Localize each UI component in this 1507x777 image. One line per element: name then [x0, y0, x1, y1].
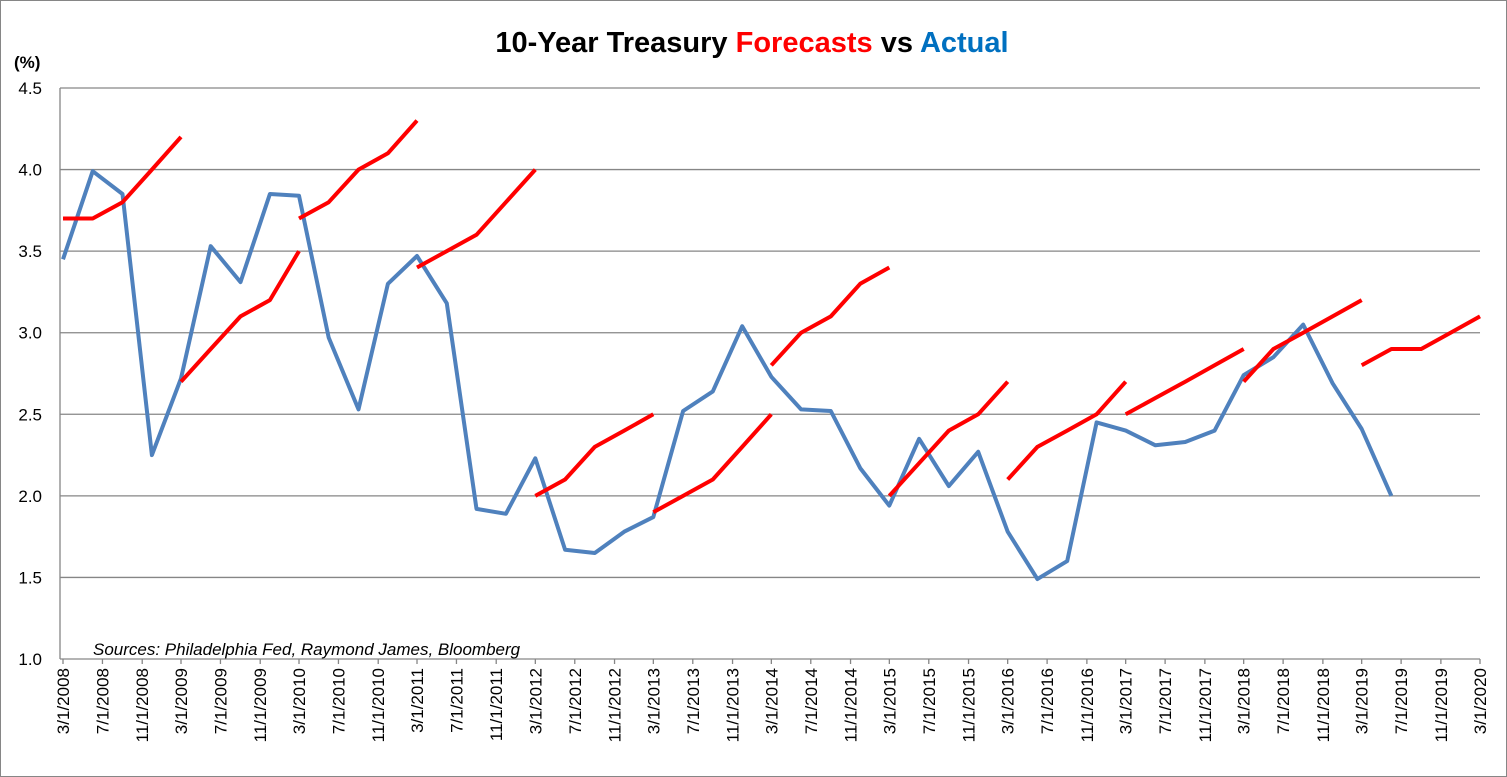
x-tick-label: 3/1/2011: [408, 668, 427, 733]
x-tick-label: 11/1/2019: [1432, 668, 1451, 742]
chart-title: 10-Year Treasury Forecasts vs Actual: [495, 27, 1008, 59]
x-tick-label: 3/1/2020: [1471, 668, 1490, 734]
x-tick-label: 11/1/2015: [960, 668, 979, 742]
x-tick-label: 3/1/2014: [762, 668, 781, 734]
line-series: [179, 250, 301, 384]
y-tick-label: 2.5: [18, 405, 42, 424]
line-series: [769, 265, 891, 367]
x-tick-label: 11/1/2012: [606, 668, 625, 742]
x-tick-label: 11/1/2010: [369, 668, 388, 742]
y-tick-label: 4.0: [18, 161, 42, 180]
x-tick-label: 11/1/2016: [1078, 668, 1097, 742]
x-tick-label: 11/1/2017: [1196, 668, 1215, 742]
y-tick-label: 1.0: [18, 650, 42, 669]
line-series: [63, 135, 183, 221]
line-series: [298, 119, 419, 221]
line-series: [652, 412, 773, 514]
y-tick-label: 1.5: [18, 568, 42, 587]
x-tick-label: 11/1/2014: [842, 668, 861, 742]
x-tick-label: 7/1/2013: [684, 668, 703, 734]
y-tick-label: 4.5: [18, 79, 42, 98]
line-series: [61, 169, 1394, 582]
x-tick-label: 3/1/2019: [1353, 668, 1372, 734]
x-tick-label: 3/1/2015: [880, 668, 899, 734]
x-tick-label: 3/1/2018: [1235, 668, 1254, 734]
x-tick-label: 3/1/2010: [290, 668, 309, 734]
x-tick-label: 3/1/2016: [999, 668, 1018, 734]
title-part: Actual: [920, 27, 1009, 59]
annotation: Sources: Philadelphia Fed, Raymond James…: [93, 640, 521, 659]
x-tick-label: 3/1/2013: [644, 668, 663, 734]
x-tick-label: 7/1/2011: [447, 668, 466, 733]
line-series: [534, 412, 655, 498]
x-tick-label: 3/1/2009: [172, 668, 191, 734]
x-tick-label: 3/1/2012: [526, 668, 545, 734]
line-series: [416, 168, 537, 270]
x-tick-label: 7/1/2012: [566, 668, 585, 734]
x-tick-label: 11/1/2008: [133, 668, 152, 742]
y-tick-label: 3.0: [18, 324, 42, 343]
x-tick-label: 7/1/2009: [211, 668, 230, 734]
x-tick-label: 7/1/2018: [1274, 668, 1293, 734]
y-axis-label: (%): [14, 53, 40, 72]
line-series: [887, 380, 1010, 498]
x-tick-label: 7/1/2017: [1156, 668, 1175, 734]
line-series: [1360, 314, 1481, 368]
x-tick-label: 11/1/2009: [251, 668, 270, 742]
x-tick-label: 11/1/2018: [1314, 668, 1333, 742]
x-tick-label: 3/1/2017: [1117, 668, 1136, 734]
x-tick-label: 11/1/2013: [724, 668, 743, 742]
x-tick-label: 7/1/2015: [920, 668, 939, 734]
y-tick-label: 2.0: [18, 487, 42, 506]
x-tick-label: 7/1/2019: [1392, 668, 1411, 734]
x-tick-label: 11/1/2011: [487, 668, 506, 741]
line-series: [1124, 347, 1245, 417]
x-tick-label: 7/1/2008: [93, 668, 112, 734]
x-tick-label: 7/1/2016: [1038, 668, 1057, 734]
title-part: 10-Year Treasury: [495, 27, 727, 59]
title-part: Forecasts: [736, 27, 873, 59]
title-part: vs: [881, 27, 913, 59]
y-tick-label: 3.5: [18, 242, 42, 261]
x-tick-label: 7/1/2010: [329, 668, 348, 734]
x-tick-label: 7/1/2014: [802, 668, 821, 734]
x-tick-label: 3/1/2008: [54, 668, 73, 734]
line-series: [1242, 298, 1363, 384]
line-series: [1006, 380, 1128, 481]
